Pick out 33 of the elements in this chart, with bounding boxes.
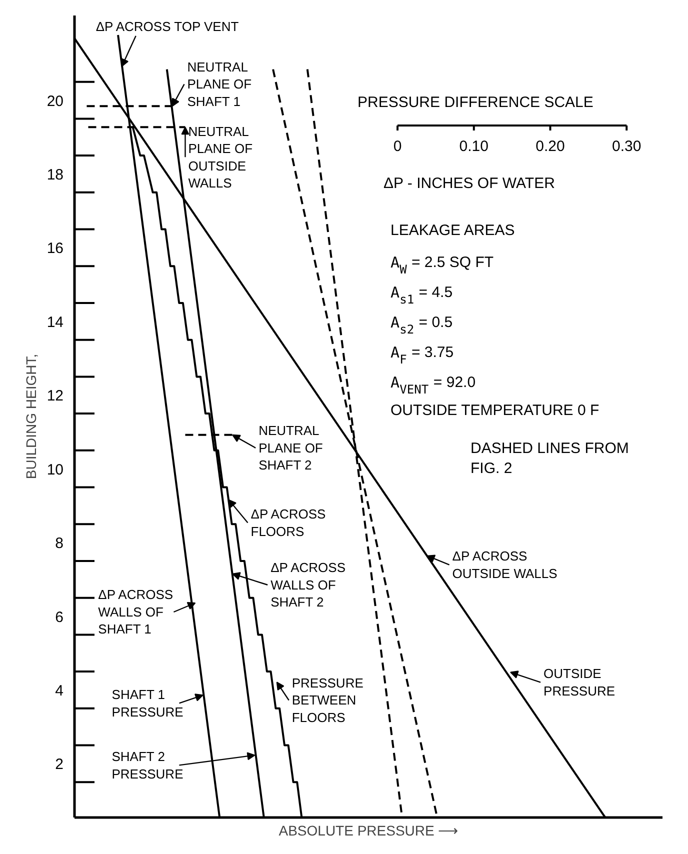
- annotation: SHAFT 1 PRESSURE: [112, 687, 184, 720]
- y-tick-label: 6: [55, 608, 64, 626]
- annotation: OUTSIDE PRESSURE: [544, 666, 616, 698]
- y-tick-label: 20: [46, 92, 64, 110]
- annotation: DASHED LINES FROM FIG. 2: [470, 440, 629, 478]
- annotation: ΔP ACROSS WALLS OF SHAFT 2: [270, 560, 346, 610]
- annotation: NEUTRAL PLANE OF SHAFT 2: [258, 423, 323, 473]
- annotation: ΔP ACROSS WALLS OF SHAFT 1: [98, 587, 174, 637]
- y-tick-label: 12: [46, 388, 64, 405]
- x-tick-label: 0: [393, 138, 402, 155]
- y-tick-label: 14: [46, 314, 64, 331]
- y-tick-label: 10: [46, 461, 64, 478]
- annotation: PRESSURE BETWEEN FLOORS: [292, 675, 364, 725]
- annotation: LEAKAGE AREAS: [390, 222, 515, 239]
- annotation: PRESSURE DIFFERENCE SCALE: [358, 94, 594, 111]
- y-tick-label: 4: [55, 682, 64, 700]
- annotation: NEUTRAL PLANE OF SHAFT 1: [187, 59, 252, 109]
- y-tick-label: 8: [55, 535, 64, 552]
- annotation: ΔP ACROSS TOP VENT: [96, 18, 239, 34]
- y-tick-label: 2: [55, 756, 64, 774]
- x-tick-label: 0.30: [612, 138, 642, 155]
- y-tick-label: 16: [46, 240, 64, 258]
- y-axis-title: BUILDING HEIGHT,: [22, 354, 39, 480]
- annotation: SHAFT 2 PRESSURE: [112, 749, 184, 782]
- annotation: ΔP ACROSS OUTSIDE WALLS: [452, 548, 558, 581]
- x-axis-title: ABSOLUTE PRESSURE ⟶: [278, 822, 458, 838]
- annotation: ΔP - INCHES OF WATER: [384, 175, 556, 192]
- y-tick-label: 18: [46, 166, 64, 184]
- x-tick-label: 0.10: [459, 138, 488, 155]
- annotation: ΔP ACROSS FLOORS: [250, 506, 326, 539]
- annotation: NEUTRAL PLANE OF OUTSIDE WALLS: [188, 124, 253, 191]
- x-tick-label: 0.20: [536, 138, 565, 155]
- annotation: OUTSIDE TEMPERATURE 0 F: [390, 402, 600, 419]
